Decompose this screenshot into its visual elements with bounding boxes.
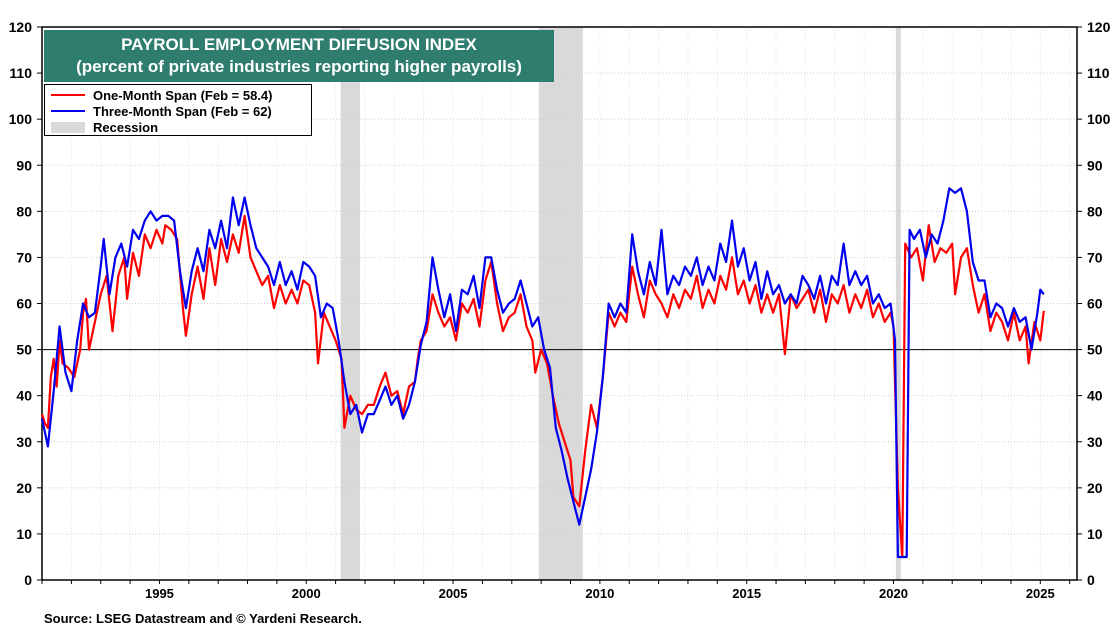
x-tick-label: 2000	[292, 586, 321, 601]
x-tick-label: 2010	[585, 586, 614, 601]
y-tick-label-left: 110	[9, 65, 32, 81]
y-tick-label-left: 20	[16, 480, 32, 496]
x-tick-label: 2005	[439, 586, 468, 601]
y-tick-label-left: 0	[24, 572, 32, 588]
y-tick-label-left: 120	[9, 19, 33, 35]
y-tick-label-right: 80	[1087, 203, 1103, 219]
legend-swatch-recession	[51, 121, 85, 133]
y-tick-label-right: 50	[1087, 342, 1103, 358]
y-tick-label-right: 60	[1087, 296, 1103, 312]
legend-item-one-month: One-Month Span (Feb = 58.4)	[51, 87, 273, 103]
y-tick-label-left: 10	[16, 526, 32, 542]
legend-item-recession: Recession	[51, 119, 158, 135]
legend: One-Month Span (Feb = 58.4) Three-Month …	[44, 84, 312, 136]
legend-swatch-one-month	[51, 94, 85, 96]
chart-subtitle: (percent of private industries reporting…	[76, 57, 522, 76]
y-tick-label-right: 20	[1087, 480, 1103, 496]
y-tick-label-left: 80	[16, 203, 32, 219]
series-line-three_month	[40, 187, 1045, 559]
y-tick-label-left: 50	[16, 342, 32, 358]
y-tick-label-left: 30	[16, 434, 32, 450]
y-tick-label-right: 30	[1087, 434, 1103, 450]
x-tick-label: 2020	[879, 586, 908, 601]
legend-label-three-month: Three-Month Span (Feb = 62)	[93, 103, 272, 119]
y-tick-label-right: 0	[1087, 572, 1095, 588]
legend-label-recession: Recession	[93, 119, 159, 135]
plot-frame	[41, 26, 1078, 581]
legend-item-three-month: Three-Month Span (Feb = 62)	[51, 103, 272, 119]
y-tick-label-right: 90	[1087, 157, 1103, 173]
x-tick-label: 2015	[732, 586, 761, 601]
y-tick-label-left: 90	[16, 157, 32, 173]
y-tick-label-left: 40	[16, 388, 32, 404]
y-tick-label-right: 70	[1087, 249, 1103, 265]
y-tick-label-left: 60	[16, 296, 32, 312]
y-tick-label-right: 120	[1087, 19, 1111, 35]
series-line-one_month	[40, 214, 1045, 559]
series-lines	[40, 187, 1045, 559]
y-tick-label-right: 10	[1087, 526, 1103, 542]
x-tick-label: 2025	[1026, 586, 1055, 601]
chart-title: PAYROLL EMPLOYMENT DIFFUSION INDEX	[121, 35, 477, 54]
y-tick-label-right: 110	[1087, 65, 1110, 81]
legend-label-one-month: One-Month Span (Feb = 58.4)	[93, 87, 273, 103]
y-tick-label-right: 100	[1087, 111, 1111, 127]
y-tick-label-right: 40	[1087, 388, 1103, 404]
legend-swatch-three-month	[51, 110, 85, 112]
recession-band-2	[895, 27, 901, 580]
chart-title-box: PAYROLL EMPLOYMENT DIFFUSION INDEX (perc…	[44, 30, 554, 82]
y-tick-label-left: 70	[16, 249, 32, 265]
x-tick-label: 1995	[145, 586, 174, 601]
y-tick-label-left: 100	[9, 111, 33, 127]
source-note: Source: LSEG Datastream and © Yardeni Re…	[44, 611, 362, 626]
